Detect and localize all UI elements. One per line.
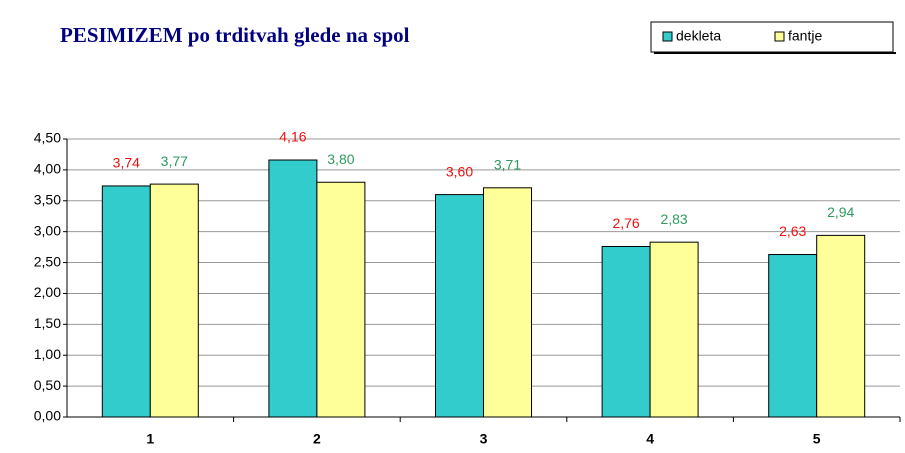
bar	[316, 181, 366, 418]
value-label: 3,77	[161, 153, 188, 169]
y-tick-label: 4,50	[34, 130, 61, 146]
y-tick-label: 3,00	[34, 222, 61, 238]
bar	[649, 241, 699, 418]
chart-title: PESIMIZEM po trditvah glede na spol	[60, 23, 410, 47]
bar	[816, 234, 866, 418]
bar	[268, 159, 318, 418]
value-label: 3,60	[446, 163, 473, 179]
x-tick-label: 4	[646, 431, 654, 447]
x-tick-label: 5	[813, 431, 821, 447]
legend-swatch	[774, 31, 785, 42]
legend-swatch	[662, 31, 673, 42]
y-tick-label: 0,50	[34, 377, 61, 393]
legend-label: fantje	[788, 28, 822, 44]
value-label: 2,76	[612, 215, 639, 231]
bar	[768, 254, 818, 418]
value-label: 3,71	[494, 157, 521, 173]
bar	[601, 245, 651, 418]
y-tick-label: 0,00	[34, 408, 61, 424]
value-label: 2,63	[779, 223, 806, 239]
y-tick-label: 2,00	[34, 284, 61, 300]
y-tick-label: 3,50	[34, 191, 61, 207]
x-tick-label: 3	[480, 431, 488, 447]
x-tick-label: 1	[146, 431, 154, 447]
y-tick-label: 4,00	[34, 161, 61, 177]
bar	[101, 185, 151, 418]
bar	[435, 194, 484, 418]
y-tick-label: 1,00	[34, 346, 61, 362]
y-tick-label: 1,50	[34, 315, 61, 331]
value-label: 3,74	[113, 155, 140, 171]
value-label: 2,83	[660, 211, 687, 227]
value-label: 4,16	[279, 129, 306, 145]
x-tick-label: 2	[313, 431, 321, 447]
legend-shadow	[654, 52, 896, 54]
legend-label: dekleta	[676, 28, 721, 44]
bar	[483, 187, 532, 418]
value-label: 3,80	[327, 151, 354, 167]
legend-box	[650, 21, 894, 53]
value-label: 2,94	[827, 204, 854, 220]
bar	[149, 183, 199, 418]
y-tick-label: 2,50	[34, 253, 61, 269]
